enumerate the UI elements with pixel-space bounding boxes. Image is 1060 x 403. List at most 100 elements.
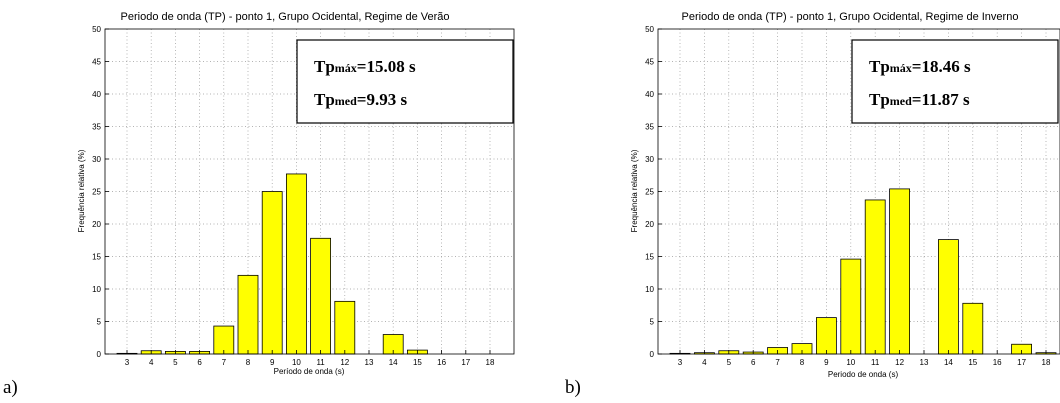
chart-b-stat-max-value: =18.46 s [912,57,971,76]
chart-b-panel-label: b) [565,377,581,398]
chart-b-ytick-label: 40 [645,90,654,99]
chart-a-bar-9 [261,191,283,355]
chart-a-ytick-label: 10 [92,285,101,294]
chart-a-title: Periodo de onda (TP) - ponto 1, Grupo Oc… [121,11,450,23]
chart-a-xtick-label: 13 [365,358,374,367]
chart-b-ytick-label: 30 [645,155,654,164]
chart-b-bar-11 [864,199,886,355]
chart-b-bar-12 [889,188,910,355]
chart-a-xticks: 3 4 5 6 7 8 9 10 11 12 13 14 15 16 17 18 [125,350,495,367]
chart-a-stat-max-sub: máx [335,61,357,75]
chart-a-xtick-label: 7 [222,358,227,367]
chart-a-xtick-label: 11 [316,358,325,367]
chart-a-bar-10 [285,173,307,355]
chart-b-bar-9 [816,317,837,355]
chart-b-stat-max-sub: máx [890,61,912,75]
chart-a-bar-7 [213,325,235,355]
chart-b-xticks: 3 4 5 6 7 8 9 10 11 12 13 14 15 16 17 18 [678,350,1051,367]
chart-a-xtick-label: 6 [197,358,202,367]
chart-a-bars [116,173,428,355]
chart-a-yticks: 0 5 10 15 20 25 30 35 40 45 50 [92,25,109,359]
chart-b-yticks: 0 5 10 15 20 25 30 35 40 45 50 [645,25,662,359]
chart-a-stat-med: Tpmed=9.93 s [314,90,407,109]
chart-b-stats-frame [851,39,1059,124]
chart-a-ytick-label: 15 [92,253,101,262]
chart-a-ytick-label: 50 [92,25,101,34]
chart-b-grid [658,29,1060,354]
chart-b-xtick-label: 4 [702,358,707,367]
chart-a-ytick-label: 0 [97,350,102,359]
chart-a-ytick-label: 20 [92,220,101,229]
chart-a-xtick-label: 16 [437,358,446,367]
chart-a-ytick-label: 35 [92,123,101,132]
chart-a-ytick-label: 40 [92,90,101,99]
chart-a-xtick-label: 10 [292,358,301,367]
chart-b-bar-15 [962,302,984,355]
chart-a-xtick-label: 14 [389,358,398,367]
chart-a-bar-11 [310,237,332,355]
chart-a-xtick-label: 17 [461,358,470,367]
chart-a-ytick-label: 25 [92,188,101,197]
chart-a-panel-label: a) [3,377,18,398]
chart-b-xtick-label: 3 [678,358,683,367]
chart-a-xtick-label: 9 [270,358,275,367]
chart-a-stat-max-main: Tp [314,57,335,76]
chart-b-bar-10 [840,258,862,355]
chart-b-xtick-label: 17 [1017,358,1026,367]
chart-a-bar-8 [237,274,259,355]
chart-b-stat-med-main: Tp [869,90,890,109]
chart-b-xtick-label: 15 [968,358,977,367]
chart-b-bars [669,188,1057,355]
chart-b-title: Periodo de onda (TP) - ponto 1, Grupo Oc… [682,11,1019,23]
chart-b: Periodo de onda (TP) - ponto 1, Grupo Oc… [565,11,1060,398]
chart-b-xtick-label: 10 [846,358,855,367]
chart-b-xtick-label: 12 [895,358,904,367]
chart-a-stat-med-main: Tp [314,90,335,109]
chart-b-xtick-label: 9 [824,358,829,367]
chart-b-ytick-label: 5 [650,318,655,327]
chart-a-ytick-label: 5 [97,318,102,327]
chart-a-ytick-label: 30 [92,155,101,164]
chart-b-xtick-label: 11 [871,358,880,367]
chart-a-ylabel: Frequência relativa (%) [77,149,86,232]
chart-a-stats-box: Tpmáx=15.08 s Tpmed=9.93 s [296,39,514,124]
chart-a-stat-max-value: =15.08 s [357,57,416,76]
chart-b-xtick-label: 7 [775,358,780,367]
chart-a-xlabel: Período de onda (s) [274,367,345,376]
chart-b-ytick-label: 15 [645,253,654,262]
chart-a-ytick-label: 45 [92,58,101,67]
chart-b-xtick-label: 5 [727,358,732,367]
chart-a-stat-max: Tpmáx=15.08 s [314,57,416,76]
chart-b-stat-max: Tpmáx=18.46 s [869,57,971,76]
chart-b-xtick-label: 13 [920,358,929,367]
chart-b-ytick-label: 50 [645,25,654,34]
chart-a-xtick-label: 8 [246,358,251,367]
chart-a-bar-12 [334,300,356,355]
chart-b-xlabel: Periodo de onda (s) [828,370,899,379]
chart-b-bar-14 [938,239,959,355]
chart-a: Periodo de onda (TP) - ponto 1, Grupo Oc… [3,11,515,398]
chart-b-stat-med: Tpmed=11.87 s [869,90,970,109]
chart-a-xtick-label: 3 [125,358,130,367]
chart-a-xtick-label: 4 [149,358,154,367]
chart-b-ytick-label: 20 [645,220,654,229]
chart-b-ylabel: Frequência relativa (%) [630,149,639,232]
chart-a-xtick-label: 18 [486,358,495,367]
chart-b-ytick-label: 10 [645,285,654,294]
chart-b-xtick-label: 16 [993,358,1002,367]
chart-a-xtick-label: 12 [340,358,349,367]
chart-b-ytick-label: 25 [645,188,654,197]
chart-a-stat-med-sub: med [335,94,357,108]
chart-b-xtick-label: 18 [1042,358,1051,367]
chart-b-ytick-label: 35 [645,123,654,132]
chart-b-stat-med-value: =11.87 s [912,90,970,109]
chart-b-xtick-label: 14 [944,358,953,367]
chart-b-stat-med-sub: med [890,94,912,108]
chart-b-stats-box: Tpmáx=18.46 s Tpmed=11.87 s [851,39,1059,124]
chart-a-stat-med-value: =9.93 s [357,90,408,109]
chart-b-ytick-label: 45 [645,58,654,67]
chart-a-xtick-label: 5 [173,358,178,367]
chart-b-xtick-label: 6 [751,358,756,367]
chart-b-xtick-label: 8 [800,358,805,367]
chart-a-stats-frame [296,39,514,124]
